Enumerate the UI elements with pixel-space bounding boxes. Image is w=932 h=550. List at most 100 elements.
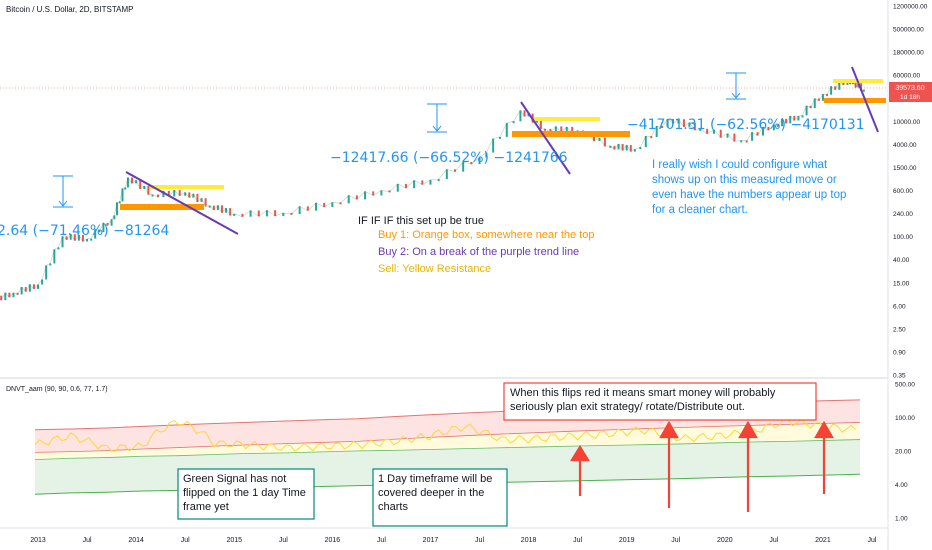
indicator-label: DNVT_aam (90, 90, 0.6, 77, 1.7) xyxy=(6,386,108,393)
price-candle xyxy=(445,169,448,180)
price-candle xyxy=(139,180,142,190)
price-candle xyxy=(693,122,696,131)
price-candle xyxy=(523,110,526,117)
indicator-axis[interactable]: 500.00 100.00 20.00 4.00 1.00 xyxy=(895,382,915,523)
price-candle xyxy=(45,265,48,280)
price-candle xyxy=(28,284,31,292)
price-tick-label: 500000.00 xyxy=(893,27,924,34)
price-candle xyxy=(712,129,715,134)
indicator-red-lower-line xyxy=(34,422,861,453)
indicator-tick-label: 500.00 xyxy=(895,382,915,389)
price-candle xyxy=(192,193,195,198)
wish-note: I really wish I could configure what sho… xyxy=(652,159,847,216)
time-tick-label: Jul xyxy=(279,537,288,544)
price-candle xyxy=(842,81,845,85)
price-tick-label: 40.00 xyxy=(893,257,910,264)
yellow-resistance-2014[interactable] xyxy=(150,185,224,189)
price-candle xyxy=(173,190,176,197)
price-candle xyxy=(498,136,501,139)
price-series-line xyxy=(0,78,864,301)
time-tick-label: 2018 xyxy=(521,537,537,544)
price-candle xyxy=(776,124,779,127)
measure-bracket-1[interactable] xyxy=(53,175,73,208)
orange-box-2021[interactable] xyxy=(824,98,886,103)
price-candle xyxy=(178,190,181,196)
time-tick-label: 2016 xyxy=(325,537,341,544)
price-candle xyxy=(77,235,80,241)
one-day-box[interactable] xyxy=(372,468,508,527)
indicator-tick-label: 1.00 xyxy=(895,516,908,523)
price-candle xyxy=(110,219,113,226)
price-candle xyxy=(726,133,729,138)
price-candle xyxy=(485,152,488,158)
price-candle xyxy=(315,202,317,211)
price-candle xyxy=(862,89,865,92)
price-candle xyxy=(282,212,285,217)
price-candle xyxy=(789,115,792,124)
price-pane xyxy=(0,78,865,301)
time-tick-label: Jul xyxy=(769,537,778,544)
orange-box-2014[interactable] xyxy=(120,204,204,210)
price-candle xyxy=(801,115,804,118)
time-axis[interactable]: 2013 Jul 2014 Jul 2015 Jul 2016 Jul 2017 Jul 2018 J… xyxy=(30,537,877,544)
price-tick-label: 0.35 xyxy=(893,373,906,380)
price-candle xyxy=(598,137,601,142)
arrow-3-head xyxy=(738,420,758,439)
price-candle xyxy=(225,208,228,213)
price-candle xyxy=(0,295,3,301)
time-tick-label: 2021 xyxy=(815,537,831,544)
price-candle xyxy=(8,292,11,298)
indicator-signal-line xyxy=(34,418,856,452)
price-candle xyxy=(265,210,268,217)
price-candle xyxy=(740,140,743,143)
price-candle xyxy=(834,86,837,90)
indicator-yellow-band xyxy=(35,422,860,460)
price-candle xyxy=(106,222,109,226)
purple-trendline-2021[interactable] xyxy=(851,66,879,133)
price-candle xyxy=(629,145,632,152)
arrow-2-head xyxy=(659,420,679,439)
measure-label-3: −41701.31 (−62.56%) −4170131 xyxy=(627,117,865,133)
price-candle xyxy=(805,105,808,116)
time-tick-label: 2017 xyxy=(423,537,439,544)
indicator-tick-label: 4.00 xyxy=(895,482,908,489)
yellow-resistance-2018[interactable] xyxy=(534,117,600,121)
orange-box-2018[interactable] xyxy=(512,131,630,137)
price-candle xyxy=(772,124,775,131)
price-candle xyxy=(429,179,432,185)
price-candle xyxy=(116,202,119,216)
price-candle xyxy=(613,145,616,150)
price-candle xyxy=(543,128,546,131)
price-candle xyxy=(854,79,857,88)
smart-money-box[interactable] xyxy=(503,382,817,421)
price-tick-label: 240.00 xyxy=(893,211,913,218)
price-candle xyxy=(216,205,219,210)
price-candle xyxy=(677,119,680,124)
price-candle xyxy=(113,215,116,220)
price-candle xyxy=(535,119,538,123)
price-candle xyxy=(512,121,515,124)
price-candle xyxy=(817,98,820,101)
time-tick-label: Jul xyxy=(181,537,190,544)
price-candle xyxy=(505,123,508,137)
price-candle xyxy=(462,161,465,172)
price-candle xyxy=(162,190,165,198)
measure-bracket-2[interactable] xyxy=(427,103,447,133)
price-candle xyxy=(81,235,84,242)
purple-trendline-2014[interactable] xyxy=(125,171,239,235)
measure-bracket-3[interactable] xyxy=(726,72,746,100)
price-tick-label: 600.00 xyxy=(893,188,913,195)
price-candle xyxy=(229,208,232,216)
time-tick-label: Jul xyxy=(83,537,92,544)
price-axis[interactable]: 1200000.00500000.00180000.0060000.002000… xyxy=(893,4,928,380)
green-signal-box[interactable] xyxy=(177,468,315,520)
price-candle xyxy=(672,118,675,124)
price-candle xyxy=(617,143,620,150)
price-candle xyxy=(650,136,653,139)
price-candle xyxy=(355,195,358,200)
purple-trendline-2018[interactable] xyxy=(520,101,571,175)
price-candle xyxy=(212,205,215,210)
price-candle xyxy=(554,126,557,133)
price-candle xyxy=(781,118,784,127)
